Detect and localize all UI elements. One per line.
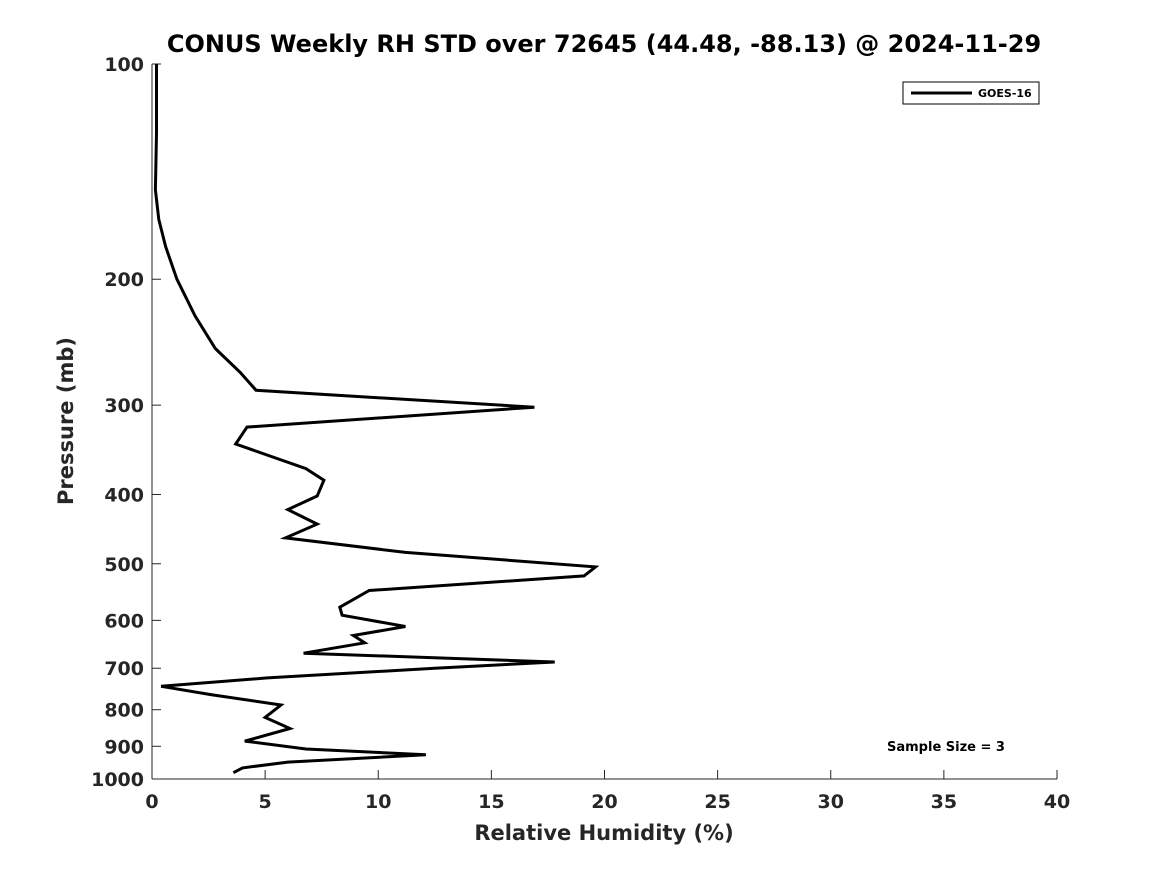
x-tick-label-30: 30	[818, 791, 844, 813]
y-tick-label-100: 100	[104, 54, 144, 76]
sample-size-annotation: Sample Size = 3	[887, 740, 1005, 755]
x-tick-label-20: 20	[591, 791, 617, 813]
y-tick-label-600: 600	[104, 610, 144, 632]
x-tick-label-40: 40	[1044, 791, 1070, 813]
y-ticks: 100 200 300 400 500 600 700 800 900 1000	[91, 54, 161, 791]
series-layer	[153, 64, 600, 775]
x-axis-label: Relative Humidity (%)	[474, 821, 733, 845]
y-axis-label: Pressure (mb)	[54, 337, 78, 505]
y-tick-label-900: 900	[104, 736, 144, 758]
series-line-goes-16	[153, 64, 600, 775]
x-tick-label-35: 35	[931, 791, 957, 813]
x-tick-label-25: 25	[704, 791, 730, 813]
chart-title: CONUS Weekly RH STD over 72645 (44.48, -…	[167, 30, 1041, 58]
y-tick-label-800: 800	[104, 700, 144, 722]
x-tick-label-15: 15	[478, 791, 504, 813]
y-tick-label-500: 500	[104, 554, 144, 576]
legend: GOES-16	[902, 81, 1040, 105]
x-tick-label-10: 10	[365, 791, 391, 813]
y-tick-label-200: 200	[104, 269, 144, 291]
x-tick-label-5: 5	[259, 791, 272, 813]
y-tick-label-1000: 1000	[91, 769, 144, 791]
x-ticks: 0 5 10 15 20 25 30 35 40	[145, 770, 1070, 813]
y-tick-label-400: 400	[104, 484, 144, 506]
x-tick-label-0: 0	[145, 791, 158, 813]
legend-label-goes-16: GOES-16	[978, 87, 1032, 100]
y-tick-label-700: 700	[104, 658, 144, 680]
y-tick-label-300: 300	[104, 395, 144, 417]
